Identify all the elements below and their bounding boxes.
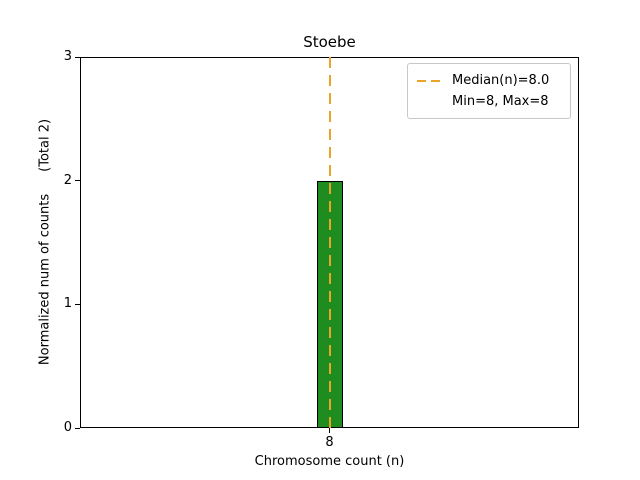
y-axis-label-total: (Total 2) [37,118,53,172]
legend-label-minmax: Min=8, Max=8 [452,94,549,109]
x-axis-label: Chromosome count (n) [254,454,405,469]
legend-label-median: Median(n)=8.0 [452,73,550,88]
x-tick-mark [329,428,330,433]
legend: Median(n)=8.0 Min=8, Max=8 [407,63,571,119]
legend-spacer [417,101,445,103]
y-tick-mark [75,56,80,58]
y-tick-mark [75,427,80,429]
legend-row-minmax: Min=8, Max=8 [417,91,561,112]
chart-title: Stoebe [303,33,356,51]
x-tick-label: 8 [325,435,334,450]
legend-row-median: Median(n)=8.0 [417,70,561,91]
y-tick-label: 3 [63,49,72,64]
y-tick-label: 1 [63,296,72,312]
y-tick-mark [75,303,80,305]
y-axis-label-text: Normalized num of counts [37,193,53,366]
median-line-legend-swatch [417,79,445,82]
y-tick-label: 0 [63,420,72,435]
y-tick-mark [75,180,80,182]
y-tick-label: 2 [63,172,72,188]
median-line [328,57,331,428]
